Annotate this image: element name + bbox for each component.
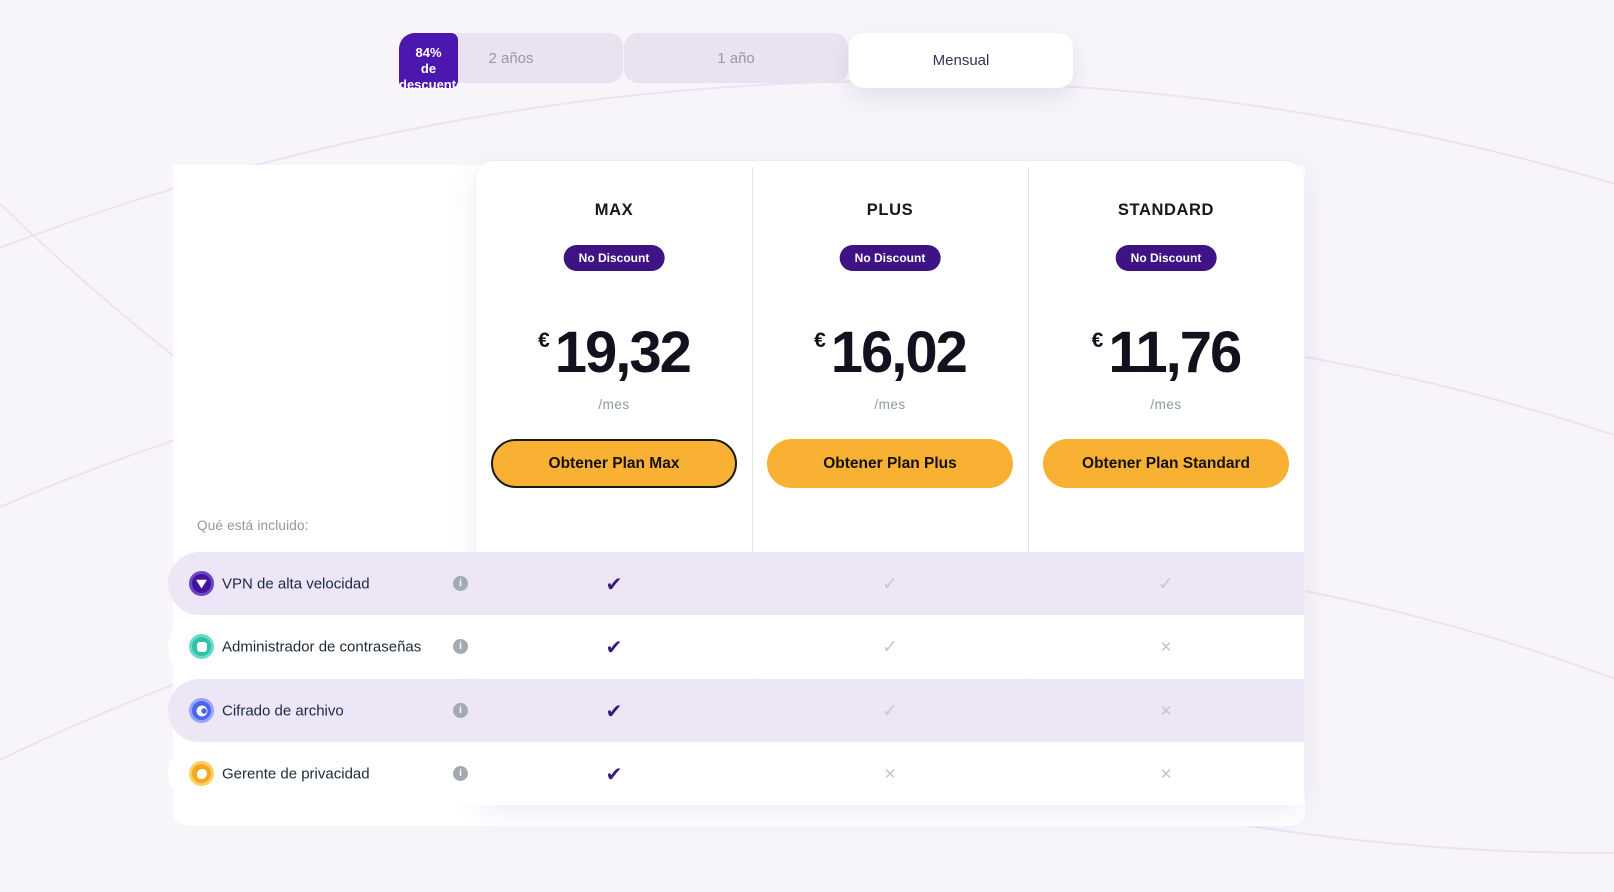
info-icon[interactable]: i [453,576,468,591]
check-muted-icon: ✓ [1158,572,1174,595]
availability-cell: ✔ [476,615,752,678]
info-icon[interactable]: i [453,639,468,654]
check-icon: ✔ [605,761,623,786]
price-amount: 16,02 [830,320,968,385]
currency-symbol: € [814,329,826,352]
plan-price: €19,32 [476,321,752,385]
no-discount-badge: No Discount [563,245,665,271]
feature-row-administrador-de-contraseñas: Administrador de contraseñas i [168,615,476,678]
availability-cell: ✔ [476,552,752,615]
feature-label: Administrador de contraseñas [222,638,422,655]
feature-row-stripe [168,679,1304,742]
discount-badge: 84% de descuento [399,33,458,88]
icon-glyph [196,705,207,716]
file-encryption-icon [189,698,214,723]
cross-icon: ✕ [1159,764,1173,783]
password-manager-icon [189,634,214,659]
check-icon: ✔ [605,571,623,596]
availability-cell: ✓ [752,615,1028,678]
feature-label: Cifrado de archivo [222,702,344,719]
plan-price: €11,76 [1028,321,1304,385]
cross-icon: ✕ [1159,701,1173,720]
currency-symbol: € [1091,329,1104,352]
feature-label: Gerente de privacidad [222,765,370,782]
currency-symbol: € [538,329,550,352]
price-period: /mes [598,397,630,412]
features-heading: Qué está incluido: [197,518,309,533]
vpn-icon [189,571,214,596]
feature-row-stripe [168,742,1304,805]
availability-cell: ✕ [1028,679,1304,742]
column-divider [1028,167,1029,798]
availability-cell: ✔ [476,742,752,805]
check-muted-icon: ✓ [882,635,898,658]
cross-icon: ✕ [1159,637,1173,656]
feature-row-vpn-de-alta-velocidad: VPN de alta velocidad i [168,552,476,615]
price-amount: 11,76 [1108,320,1242,385]
tab-1-año[interactable]: 1 año [624,33,848,83]
icon-glyph [196,768,207,779]
icon-glyph [196,579,207,589]
get-plan-button-plus[interactable]: Obtener Plan Plus [767,439,1013,488]
availability-cell: ✓ [752,679,1028,742]
discount-badge-line: de [420,61,437,76]
price-period: /mes [874,397,906,412]
get-plan-button-standard[interactable]: Obtener Plan Standard [1043,439,1289,488]
plan-price: €16,02 [752,321,1028,385]
price-amount: 19,32 [554,320,692,385]
feature-row-stripe [168,615,1304,678]
price-period: /mes [1150,397,1182,412]
discount-badge-line: 84% [415,45,442,60]
privacy-manager-icon [189,761,214,786]
plan-name: PLUS [866,201,914,219]
get-plan-button-max[interactable]: Obtener Plan Max [491,439,737,488]
tab-mensual[interactable]: Mensual [849,33,1073,88]
column-divider [752,167,753,798]
billing-period-tab-bar: 84% de descuento 2 años 1 año Mensual [399,33,1073,88]
info-icon[interactable]: i [453,703,468,718]
availability-cell: ✕ [1028,615,1304,678]
feature-row-cifrado-de-archivo: Cifrado de archivo i [168,679,476,742]
availability-cell: ✓ [752,552,1028,615]
plan-column-max: MAX No Discount €19,32/mes Obtener Plan Max [476,161,752,804]
feature-row-stripe [168,552,1304,615]
plan-column-standard: STANDARD No Discount €11,76/mes Obtener Pla… [1028,161,1304,804]
feature-row-gerente-de-privacidad: Gerente de privacidad i [168,742,476,805]
discount-badge-line: descuento [399,77,458,88]
availability-cell: ✕ [752,742,1028,805]
info-icon[interactable]: i [453,766,468,781]
no-discount-badge: No Discount [839,245,941,271]
no-discount-badge: No Discount [1115,245,1217,271]
plan-name: STANDARD [1117,201,1215,219]
availability-cell: ✓ [1028,552,1304,615]
check-muted-icon: ✓ [882,572,898,595]
plan-name: MAX [594,201,634,219]
feature-label: VPN de alta velocidad [222,575,370,592]
availability-cell: ✔ [476,679,752,742]
check-icon: ✔ [605,698,623,723]
availability-cell: ✕ [1028,742,1304,805]
check-icon: ✔ [605,634,623,659]
check-muted-icon: ✓ [882,699,898,722]
icon-glyph [196,641,207,652]
plan-column-plus: PLUS No Discount €16,02/mes Obtener Plan Pl… [752,161,1028,804]
cross-icon: ✕ [883,764,897,783]
